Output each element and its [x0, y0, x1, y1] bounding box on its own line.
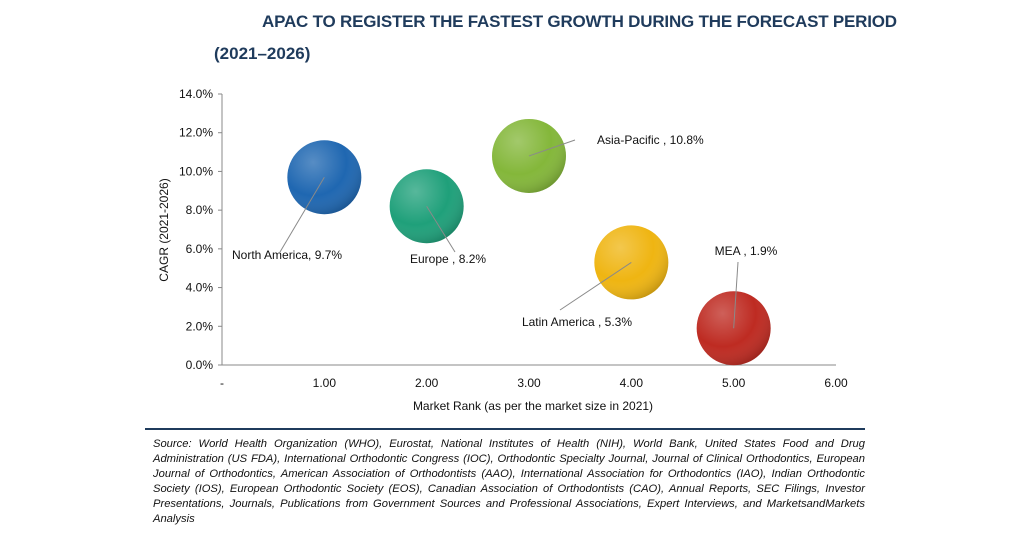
y-axis-label: CAGR (2021-2026)	[157, 178, 171, 281]
x-tick-label: 6.00	[824, 376, 848, 390]
x-axis-label: Market Rank (as per the market size in 2…	[413, 399, 653, 413]
y-tick-label: 12.0%	[179, 126, 213, 140]
data-label: North America, 9.7%	[232, 248, 342, 262]
x-tick-label: 3.00	[517, 376, 541, 390]
chart-subtitle: (2021–2026)	[214, 44, 311, 63]
data-label: Latin America , 5.3%	[522, 315, 632, 329]
leader-line	[279, 176, 325, 253]
chart-title: APAC TO REGISTER THE FASTEST GROWTH DURI…	[262, 12, 897, 31]
bubble-chart: 0.0% 2.0% 4.0% 6.0% 8.0% 10.0% 12.0% 14.0% - 1.00…	[157, 87, 848, 413]
x-tick-label: -	[220, 376, 224, 390]
y-tick-label: 2.0%	[186, 319, 214, 333]
source-note: Source: World Health Organization (WHO),…	[153, 438, 865, 525]
data-label: Europe , 8.2%	[410, 252, 486, 266]
point-labels: North America, 9.7% Europe , 8.2% Asia-Pac…	[232, 133, 778, 329]
data-label: Asia-Pacific , 10.8%	[597, 133, 704, 147]
y-tick-label: 6.0%	[186, 242, 214, 256]
y-tick-label: 0.0%	[186, 358, 214, 372]
y-tick-label: 8.0%	[186, 203, 214, 217]
y-tick-label: 4.0%	[186, 281, 214, 295]
y-tick-label: 14.0%	[179, 87, 213, 101]
leader-line	[426, 206, 456, 253]
x-tick-label: 5.00	[722, 376, 746, 390]
leader-line	[528, 139, 576, 157]
x-tick-label: 2.00	[415, 376, 439, 390]
data-label: MEA , 1.9%	[715, 244, 778, 258]
x-tick-label: 4.00	[620, 376, 644, 390]
leader-line	[733, 261, 739, 329]
x-tick-label: 1.00	[313, 376, 337, 390]
source-divider	[145, 428, 865, 430]
y-tick-label: 10.0%	[179, 164, 213, 178]
leader-line	[559, 261, 632, 311]
